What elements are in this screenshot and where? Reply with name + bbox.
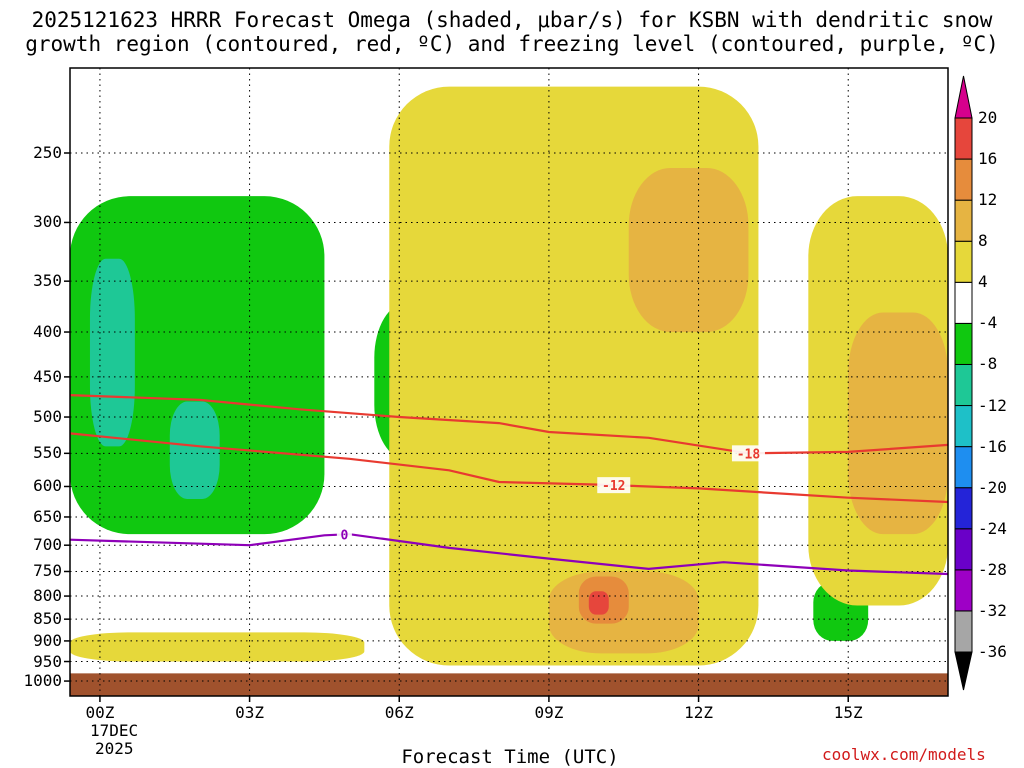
y-tick-label-850: 850	[33, 609, 62, 629]
colorbar-box--32-to--28	[954, 569, 973, 612]
contour-line--18	[70, 394, 948, 455]
x-tick-label-09Z: 09Z	[534, 703, 564, 722]
y-tick-label-750: 750	[33, 561, 62, 581]
contour-line--12	[70, 432, 948, 504]
y-tick-label-250: 250	[33, 142, 62, 162]
colorbar-label--28: -28	[978, 559, 1007, 579]
y-tick-label-450: 450	[33, 366, 62, 386]
omega-region-2	[169, 401, 220, 499]
colorbar-box--12-to--8	[954, 363, 973, 407]
colorbar-box--24-to--20	[954, 487, 973, 530]
y-tick-label-900: 900	[33, 630, 62, 650]
colorbar-label-16: 16	[978, 149, 998, 169]
y-tick-label-800: 800	[33, 586, 62, 606]
date-label-day: 17DEC	[90, 721, 139, 740]
colorbar-label--4: -4	[978, 313, 998, 333]
colorbar-box--16-to--12	[954, 405, 973, 448]
colorbar-box--20-to--16	[954, 446, 973, 489]
x-tick-label-00Z: 00Z	[85, 703, 115, 722]
colorbar-label-12: 12	[978, 190, 998, 210]
y-tick-label-700: 700	[33, 535, 62, 555]
contour-label-bg--18	[731, 445, 765, 462]
colorbar-label-4: 4	[978, 272, 988, 292]
colorbar-label--32: -32	[978, 600, 1007, 620]
contour-label-0: 0	[340, 528, 348, 543]
terrain-band	[70, 673, 948, 696]
y-tick-label-350: 350	[33, 271, 62, 291]
colorbar-label-20: 20	[978, 108, 998, 127]
colorbar-max-triangle	[954, 75, 973, 119]
chart-title-line1: 2025121623 HRRR Forecast Omega (shaded, …	[31, 8, 993, 32]
colorbar-label--16: -16	[978, 436, 1007, 456]
colorbar-label--12: -12	[978, 395, 1007, 415]
y-tick-label-500: 500	[33, 407, 62, 427]
omega-region-0	[70, 196, 325, 535]
plot-frame	[69, 67, 949, 697]
y-tick-label-950: 950	[33, 651, 62, 671]
x-tick-label-15Z: 15Z	[833, 703, 863, 722]
x-tick-label-12Z: 12Z	[684, 703, 714, 722]
colorbar-box-16-to-20	[954, 117, 973, 160]
colorbar-box-12-to-16	[954, 158, 973, 201]
credit-link[interactable]: coolwx.com/models	[822, 745, 986, 764]
date-label-year: 2025	[95, 739, 134, 758]
colorbar-box--4-to-4	[954, 281, 973, 324]
colorbar-box--36-to--32	[954, 610, 973, 653]
colorbar-box--8-to--4	[954, 322, 973, 365]
omega-region-11	[848, 312, 948, 535]
colorbar-min-triangle	[954, 651, 973, 691]
y-tick-label-550: 550	[33, 443, 62, 463]
chart-title-line2: growth region (contoured, red, ºC) and f…	[25, 32, 999, 56]
omega-region-9	[70, 632, 365, 662]
colorbar-box-4-to-8	[954, 240, 973, 283]
plot-area: -12 -18 0	[70, 68, 948, 696]
contour-label-bg-0	[336, 526, 352, 543]
colorbar-label--20: -20	[978, 477, 1007, 497]
contour-label--18: -18	[737, 447, 761, 462]
colorbar-label--36: -36	[978, 642, 1007, 661]
colorbar-box--28-to--24	[954, 528, 973, 571]
x-tick-label-06Z: 06Z	[384, 703, 414, 722]
omega-region-10	[628, 167, 749, 333]
contour-label-bg--12	[597, 477, 631, 494]
colorbar-label--24: -24	[978, 518, 1007, 538]
y-tick-label-300: 300	[33, 212, 62, 232]
colorbar-label--8: -8	[978, 354, 998, 374]
y-tick-label-1000: 1000	[23, 671, 62, 691]
y-tick-label-650: 650	[33, 506, 62, 526]
contour-line-0	[70, 533, 948, 576]
omega-region-14	[588, 591, 609, 615]
x-tick-label-03Z: 03Z	[235, 703, 265, 722]
colorbar-label-8: 8	[978, 231, 988, 251]
omega-region-1	[89, 258, 135, 447]
x-axis-title: Forecast Time (UTC)	[401, 746, 619, 768]
colorbar-box-8-to-12	[954, 199, 973, 242]
contour-label--12: -12	[602, 479, 625, 494]
y-tick-label-600: 600	[33, 476, 62, 496]
y-tick-label-400: 400	[33, 322, 62, 342]
